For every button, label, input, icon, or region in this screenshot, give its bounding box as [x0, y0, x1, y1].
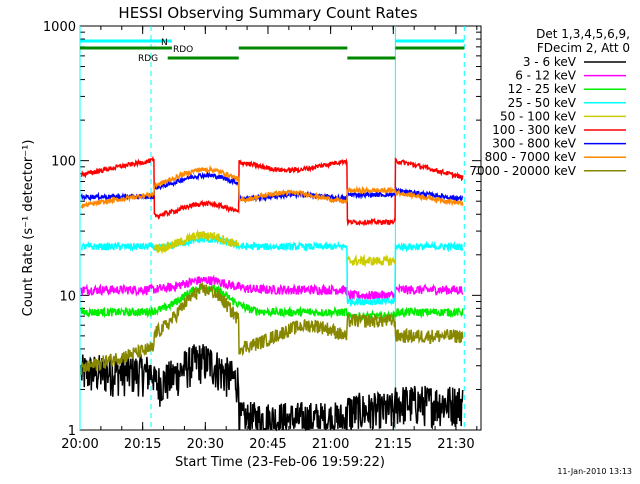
- y-tick-label: 1: [68, 424, 76, 439]
- legend-label: 100 - 300 keV: [492, 123, 576, 137]
- series-line: [80, 282, 464, 323]
- flag-label: N: [161, 38, 168, 48]
- footer-timestamp: 11-Jan-2010 13:13: [557, 467, 632, 476]
- series-line: [80, 155, 464, 227]
- series-line: [80, 274, 464, 301]
- legend-label: 50 - 100 keV: [500, 109, 577, 123]
- flag-label: RDG: [138, 54, 158, 64]
- x-tick-label: 21:30: [437, 437, 474, 452]
- legend-label: 800 - 7000 keV: [485, 150, 577, 164]
- y-tick-label: 100: [51, 155, 76, 170]
- plot-frame: [79, 25, 482, 431]
- x-axis-label: Start Time (23-Feb-06 19:59:22): [175, 455, 385, 470]
- legend-label: 12 - 25 keV: [508, 82, 577, 96]
- series-group: [80, 155, 464, 432]
- legend-label: 300 - 800 keV: [492, 137, 576, 151]
- legend-header-line-2: FDecim 2, Att 0: [537, 41, 630, 55]
- series-line: [80, 164, 464, 210]
- legend-label: 6 - 12 keV: [515, 69, 577, 83]
- series-line: [80, 281, 464, 376]
- x-tick-label: 20:45: [249, 437, 286, 452]
- flag-label: RDO: [173, 45, 193, 55]
- series-line: [81, 234, 464, 307]
- legend: Det 1,3,4,5,6,9, FDecim 2, Att 0 3 - 6 k…: [469, 27, 630, 178]
- legend-header-line-1: Det 1,3,4,5,6,9,: [536, 27, 630, 41]
- series-line: [80, 344, 464, 432]
- observing-flags: N RDO RDG: [80, 38, 465, 64]
- x-tick-label: 20:15: [124, 437, 161, 452]
- y-axis-label: Count Rate (s⁻¹ detector⁻¹): [21, 140, 36, 317]
- x-tick-label: 21:00: [312, 437, 349, 452]
- chart-title: HESSI Observing Summary Count Rates: [118, 4, 417, 22]
- legend-label: 25 - 50 keV: [508, 96, 577, 110]
- legend-label: 3 - 6 keV: [523, 55, 577, 69]
- x-tick-label: 20:30: [187, 437, 224, 452]
- x-tick-label: 20:00: [61, 437, 98, 452]
- series-line: [153, 228, 396, 268]
- saa-lines: [79, 26, 465, 430]
- legend-label: 7000 - 20000 keV: [469, 164, 576, 178]
- y-tick-label: 1000: [43, 20, 76, 35]
- y-tick-label: 10: [59, 289, 76, 304]
- x-tick-label: 21:15: [375, 437, 412, 452]
